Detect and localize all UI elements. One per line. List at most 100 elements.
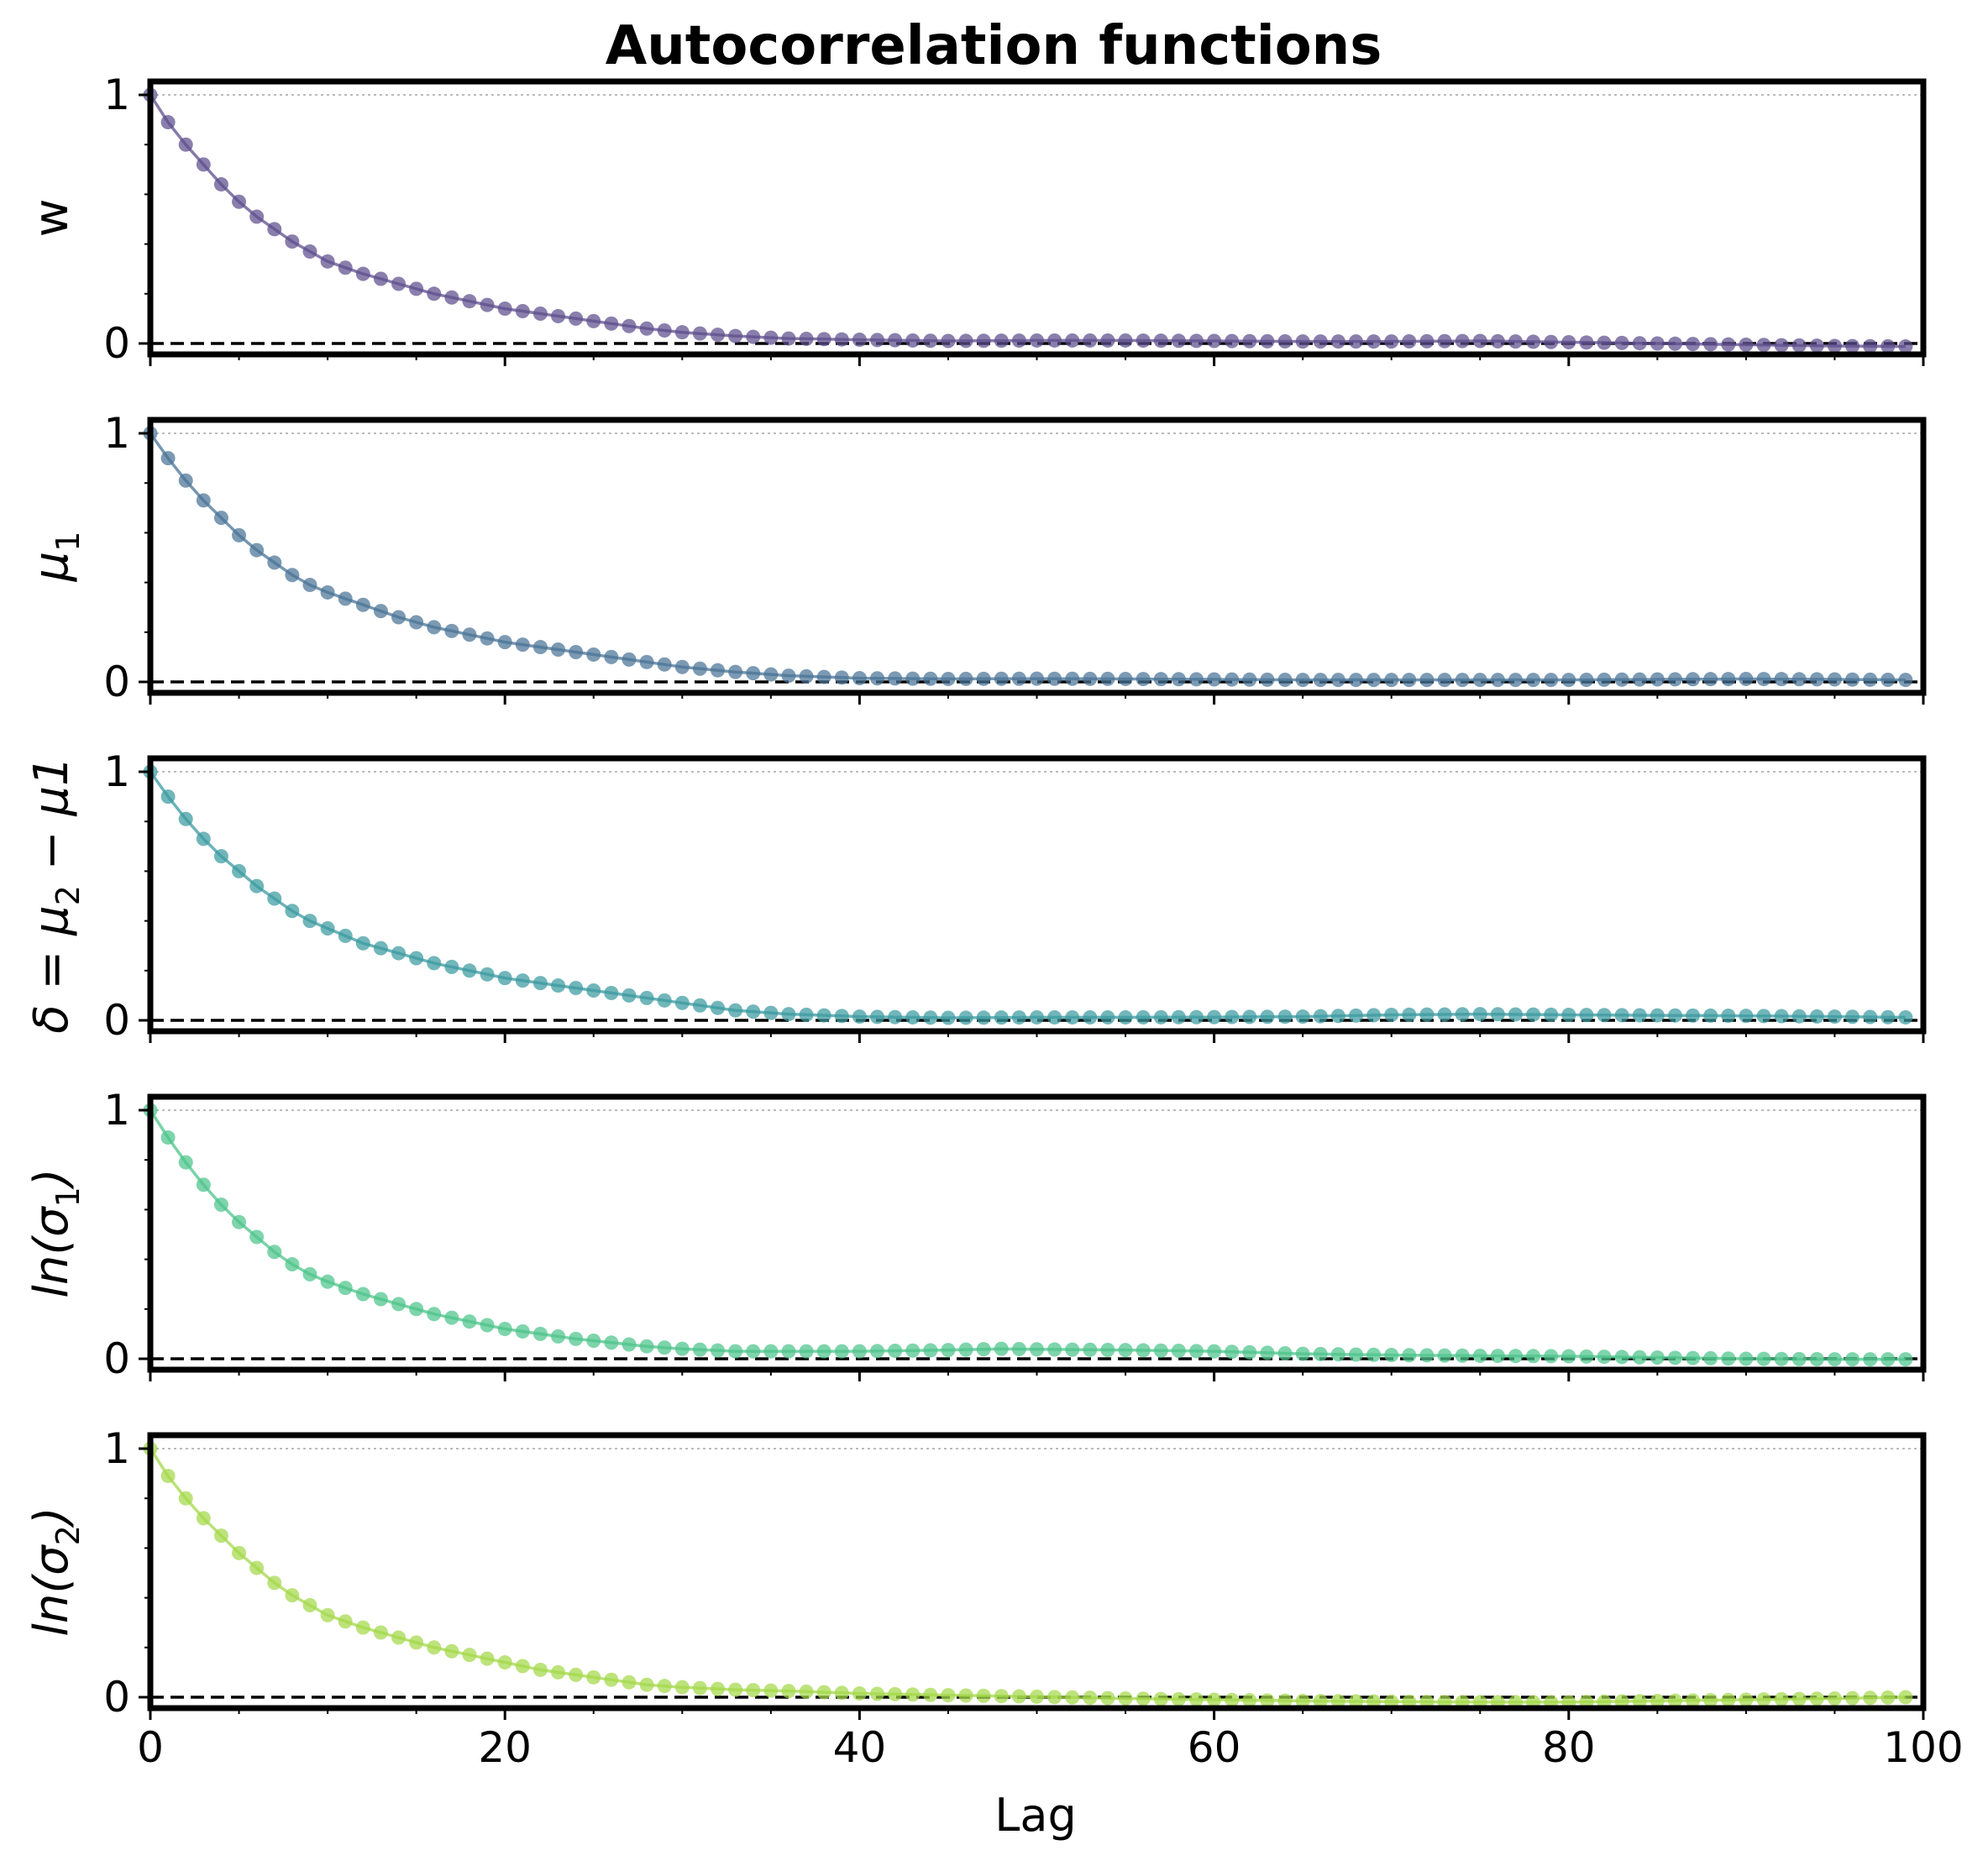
acf-point bbox=[1366, 1694, 1382, 1709]
acf-point bbox=[1260, 1345, 1275, 1360]
acf-point bbox=[1083, 1690, 1098, 1706]
x-axis-label: Lag bbox=[994, 1789, 1076, 1842]
acf-point bbox=[427, 956, 442, 971]
acf-point bbox=[1188, 333, 1204, 349]
acf-point bbox=[1100, 1690, 1115, 1706]
acf-point bbox=[1880, 672, 1896, 687]
acf-point bbox=[373, 941, 388, 956]
acf-point bbox=[1809, 1351, 1824, 1366]
x-tick-label: 80 bbox=[1542, 1723, 1596, 1772]
acf-point bbox=[1384, 334, 1399, 349]
acf-point bbox=[1348, 334, 1363, 349]
acf-point bbox=[320, 1274, 335, 1289]
acf-point bbox=[905, 1343, 921, 1358]
acf-point bbox=[1207, 1009, 1222, 1025]
y-axis-label-subscript: 1 bbox=[50, 532, 87, 552]
acf-point bbox=[958, 671, 973, 686]
acf-point bbox=[213, 1197, 228, 1212]
acf-series-line bbox=[149, 770, 1906, 1019]
acf-point bbox=[1295, 1693, 1310, 1708]
acf-point bbox=[1153, 1691, 1168, 1706]
acf-point bbox=[1047, 1690, 1062, 1705]
acf-point bbox=[249, 1229, 265, 1245]
acf-point bbox=[1136, 1009, 1151, 1025]
acf-point bbox=[1774, 1691, 1789, 1706]
acf-point bbox=[728, 1682, 743, 1697]
acf-point bbox=[1419, 1007, 1435, 1022]
acf-point bbox=[1171, 1691, 1186, 1706]
acf-point bbox=[1030, 1342, 1044, 1357]
acf-point bbox=[532, 306, 548, 321]
y-axis-label: μ1 bbox=[24, 532, 87, 583]
acf-point bbox=[816, 1344, 831, 1359]
acf-point bbox=[1561, 335, 1576, 350]
acf-point bbox=[480, 1651, 495, 1666]
acf-point bbox=[905, 671, 921, 686]
acf-point bbox=[1011, 333, 1026, 349]
acf-point bbox=[1791, 1009, 1807, 1024]
acf-point bbox=[569, 644, 584, 659]
acf-point bbox=[1047, 333, 1062, 348]
acf-point bbox=[1667, 672, 1682, 687]
acf-point bbox=[267, 891, 282, 906]
acf-point bbox=[692, 998, 707, 1013]
acf-point bbox=[1490, 1007, 1505, 1022]
acf-point bbox=[391, 946, 407, 961]
acf-point bbox=[1880, 338, 1896, 354]
acf-point bbox=[1863, 1690, 1878, 1706]
acf-point bbox=[1366, 334, 1382, 349]
acf-point bbox=[551, 1329, 566, 1344]
acf-point bbox=[976, 671, 991, 686]
y-axis-label-main: ln(σ bbox=[24, 1206, 79, 1298]
acf-point bbox=[923, 333, 938, 349]
acf-point bbox=[604, 1335, 619, 1350]
acf-point bbox=[1207, 672, 1222, 687]
acf-point bbox=[1756, 1692, 1771, 1707]
acf-point bbox=[462, 963, 477, 978]
acf-point bbox=[870, 1009, 885, 1025]
acf-point bbox=[569, 311, 584, 326]
acf-point bbox=[834, 332, 849, 347]
acf-point bbox=[1703, 337, 1718, 352]
acf-point bbox=[604, 1672, 619, 1687]
acf-point bbox=[1845, 338, 1860, 354]
acf-point bbox=[1739, 1692, 1754, 1707]
acf-point bbox=[1703, 672, 1718, 687]
acf-point bbox=[1225, 333, 1240, 349]
acf-point bbox=[1827, 1690, 1842, 1706]
acf-point bbox=[746, 1004, 761, 1019]
acf-point bbox=[462, 627, 477, 642]
acf-point bbox=[941, 671, 956, 686]
acf-point bbox=[1295, 334, 1310, 349]
acf-point bbox=[976, 1010, 991, 1025]
acf-point bbox=[409, 951, 424, 966]
acf-point bbox=[1171, 333, 1186, 349]
acf-point bbox=[1384, 1348, 1399, 1363]
acf-point bbox=[1650, 1008, 1665, 1023]
acf-point bbox=[320, 1607, 335, 1622]
acf-point bbox=[888, 671, 903, 686]
acf-point bbox=[674, 659, 690, 674]
acf-point bbox=[1455, 673, 1470, 688]
acf-point bbox=[338, 1281, 353, 1296]
y-axis-label: ln(σ2) bbox=[24, 1507, 87, 1636]
y-axis-label: ln(σ1) bbox=[24, 1168, 87, 1297]
acf-point bbox=[1579, 1349, 1594, 1364]
acf-point bbox=[1650, 1693, 1665, 1708]
acf-point bbox=[763, 1683, 779, 1698]
acf-point bbox=[1118, 1690, 1133, 1706]
acf-point bbox=[1579, 335, 1594, 350]
acf-point bbox=[1100, 1342, 1115, 1357]
acf-point bbox=[1348, 1347, 1363, 1362]
acf-point bbox=[586, 1669, 601, 1685]
acf-point bbox=[160, 451, 176, 466]
acf-point bbox=[1225, 1692, 1240, 1707]
acf-point bbox=[1384, 1007, 1399, 1022]
acf-point bbox=[1845, 1009, 1860, 1025]
acf-point bbox=[444, 623, 459, 638]
acf-point bbox=[285, 234, 300, 249]
acf-point bbox=[728, 1344, 743, 1359]
acf-point bbox=[692, 1342, 707, 1357]
